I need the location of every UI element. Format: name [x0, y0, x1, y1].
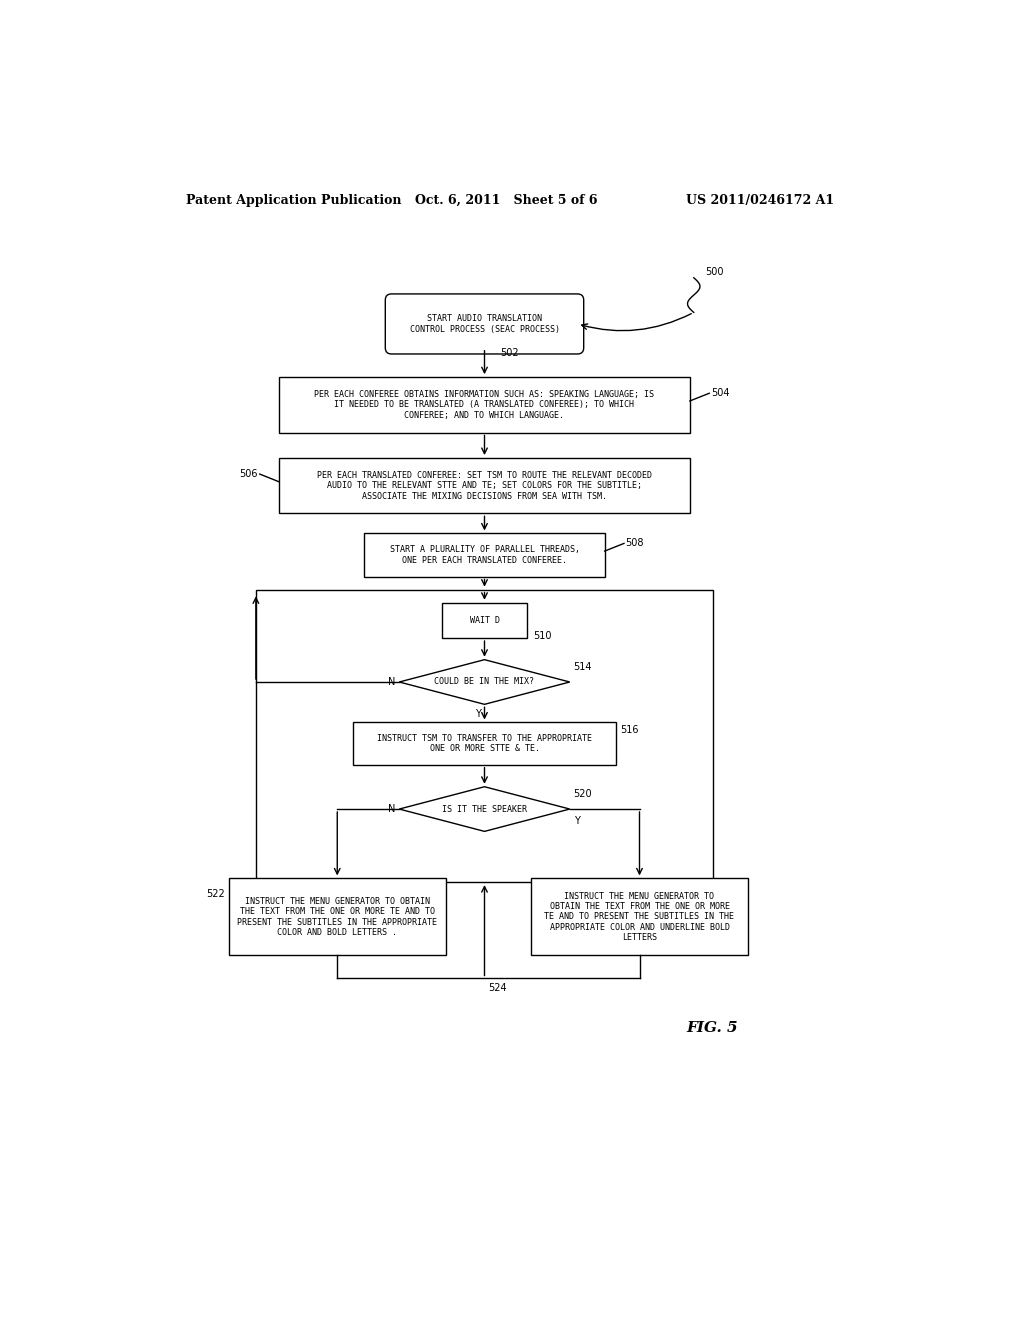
Bar [280, 458, 690, 513]
Text: 516: 516 [621, 725, 639, 735]
Polygon shape [399, 787, 569, 832]
Text: 504: 504 [711, 388, 729, 399]
Text: IS IT THE SPEAKER: IS IT THE SPEAKER [442, 805, 527, 813]
Text: COULD BE IN THE MIX?: COULD BE IN THE MIX? [434, 677, 535, 686]
Bar [442, 603, 527, 638]
Text: PER EACH TRANSLATED CONFEREE: SET TSM TO ROUTE THE RELEVANT DECODED
AUDIO TO THE: PER EACH TRANSLATED CONFEREE: SET TSM TO… [317, 471, 652, 500]
Bar [352, 722, 616, 764]
Text: N: N [388, 804, 395, 814]
Text: INSTRUCT THE MENU GENERATOR TO
OBTAIN THE TEXT FROM THE ONE OR MORE
TE AND TO PR: INSTRUCT THE MENU GENERATOR TO OBTAIN TH… [545, 891, 734, 942]
Text: US 2011/0246172 A1: US 2011/0246172 A1 [686, 194, 835, 207]
Text: Y: Y [475, 709, 481, 718]
Text: Patent Application Publication: Patent Application Publication [186, 194, 401, 207]
Text: N: N [388, 677, 395, 686]
Text: 508: 508 [626, 539, 644, 548]
Text: 520: 520 [573, 788, 592, 799]
Text: 506: 506 [239, 469, 257, 479]
Text: 514: 514 [573, 661, 592, 672]
Bar [228, 878, 445, 956]
FancyBboxPatch shape [385, 294, 584, 354]
Text: Y: Y [573, 816, 580, 825]
Text: PER EACH CONFEREE OBTAINS INFORMATION SUCH AS: SPEAKING LANGUAGE; IS
IT NEEDED T: PER EACH CONFEREE OBTAINS INFORMATION SU… [314, 389, 654, 420]
Text: WAIT D: WAIT D [469, 616, 500, 624]
Text: Oct. 6, 2011   Sheet 5 of 6: Oct. 6, 2011 Sheet 5 of 6 [415, 194, 597, 207]
Text: 522: 522 [206, 888, 225, 899]
Text: 500: 500 [706, 268, 724, 277]
Bar [256, 590, 713, 882]
Text: 502: 502 [500, 348, 518, 358]
Text: START A PLURALITY OF PARALLEL THREADS,
ONE PER EACH TRANSLATED CONFEREE.: START A PLURALITY OF PARALLEL THREADS, O… [389, 545, 580, 565]
Bar [280, 378, 690, 433]
Bar [365, 533, 604, 577]
Text: FIG. 5: FIG. 5 [686, 1022, 737, 1035]
Text: START AUDIO TRANSLATION
CONTROL PROCESS (SEAC PROCESS): START AUDIO TRANSLATION CONTROL PROCESS … [410, 314, 559, 334]
Polygon shape [399, 660, 569, 705]
Bar [531, 878, 748, 956]
Text: 524: 524 [488, 982, 507, 993]
Text: INSTRUCT TSM TO TRANSFER TO THE APPROPRIATE
ONE OR MORE STTE & TE.: INSTRUCT TSM TO TRANSFER TO THE APPROPRI… [377, 734, 592, 754]
Text: INSTRUCT THE MENU GENERATOR TO OBTAIN
THE TEXT FROM THE ONE OR MORE TE AND TO
PR: INSTRUCT THE MENU GENERATOR TO OBTAIN TH… [238, 896, 437, 937]
Text: 510: 510 [534, 631, 552, 640]
